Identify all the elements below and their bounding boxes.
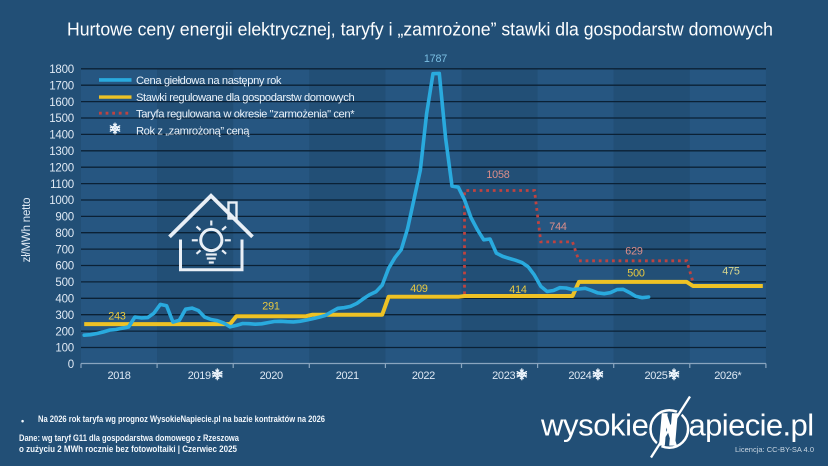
svg-text:Licencja: CC-BY-SA 4.0: Licencja: CC-BY-SA 4.0 bbox=[735, 445, 814, 454]
svg-text:1200: 1200 bbox=[49, 162, 74, 174]
svg-text:2021: 2021 bbox=[336, 370, 359, 382]
svg-text:1787: 1787 bbox=[424, 53, 447, 65]
svg-text:500: 500 bbox=[627, 268, 645, 280]
svg-text:200: 200 bbox=[55, 326, 74, 338]
svg-text:2024: 2024 bbox=[568, 370, 591, 382]
svg-text:629: 629 bbox=[625, 246, 643, 258]
svg-text:Stawki regulowane dla gospodar: Stawki regulowane dla gospodarstw domowy… bbox=[136, 92, 354, 104]
svg-text:291: 291 bbox=[262, 301, 280, 313]
svg-text:700: 700 bbox=[55, 244, 74, 256]
svg-text:o zużyciu 2 MWh rocznie bez fo: o zużyciu 2 MWh rocznie bez fotowoltaiki… bbox=[19, 444, 237, 454]
svg-text:apiecie.pl: apiecie.pl bbox=[689, 408, 814, 443]
svg-text:1800: 1800 bbox=[49, 64, 74, 76]
svg-text:Rok z „zamrożoną” ceną: Rok z „zamrożoną” ceną bbox=[136, 126, 250, 138]
svg-text:1600: 1600 bbox=[49, 97, 74, 109]
svg-text:243: 243 bbox=[108, 311, 126, 323]
svg-text:1058: 1058 bbox=[486, 169, 509, 181]
svg-text:414: 414 bbox=[509, 284, 527, 296]
svg-text:1100: 1100 bbox=[50, 179, 74, 191]
svg-text:Cena giełdowa na następny rok: Cena giełdowa na następny rok bbox=[136, 75, 282, 87]
svg-text:2026*: 2026* bbox=[714, 370, 742, 382]
svg-text:2025: 2025 bbox=[644, 370, 667, 382]
svg-text:zł/MWh netto: zł/MWh netto bbox=[21, 198, 33, 263]
svg-text:2020: 2020 bbox=[260, 370, 283, 382]
svg-text:744: 744 bbox=[549, 221, 567, 233]
svg-text:wysokie: wysokie bbox=[540, 408, 648, 443]
svg-text:100: 100 bbox=[55, 343, 74, 355]
svg-text:1700: 1700 bbox=[49, 80, 74, 92]
svg-text:0: 0 bbox=[68, 359, 74, 371]
svg-text:300: 300 bbox=[55, 310, 74, 322]
svg-text:•: • bbox=[21, 416, 24, 426]
svg-text:2023: 2023 bbox=[492, 370, 515, 382]
svg-text:1300: 1300 bbox=[49, 146, 74, 158]
svg-text:2019: 2019 bbox=[188, 370, 211, 382]
svg-text:2018: 2018 bbox=[107, 370, 130, 382]
svg-text:409: 409 bbox=[410, 283, 428, 295]
svg-text:Taryfa regulowana w okresie "z: Taryfa regulowana w okresie "zarmożenia"… bbox=[136, 108, 355, 120]
svg-text:800: 800 bbox=[55, 228, 74, 240]
svg-text:600: 600 bbox=[55, 261, 74, 273]
svg-text:400: 400 bbox=[55, 294, 74, 306]
svg-text:475: 475 bbox=[722, 266, 740, 278]
svg-text:1000: 1000 bbox=[49, 195, 74, 207]
svg-text:2022: 2022 bbox=[412, 370, 435, 382]
svg-text:900: 900 bbox=[55, 212, 74, 224]
svg-text:500: 500 bbox=[55, 277, 74, 289]
svg-text:1400: 1400 bbox=[49, 130, 74, 142]
svg-text:1500: 1500 bbox=[49, 113, 74, 125]
svg-text:Hurtowe ceny energii elektrycz: Hurtowe ceny energii elektrycznej, taryf… bbox=[67, 20, 773, 40]
svg-text:Dane: wg taryf G11 dla gospoda: Dane: wg taryf G11 dla gospodarstwa domo… bbox=[19, 433, 240, 443]
svg-text:Na 2026 rok taryfa wg prognoz: Na 2026 rok taryfa wg prognoz WysokieNap… bbox=[38, 414, 325, 424]
